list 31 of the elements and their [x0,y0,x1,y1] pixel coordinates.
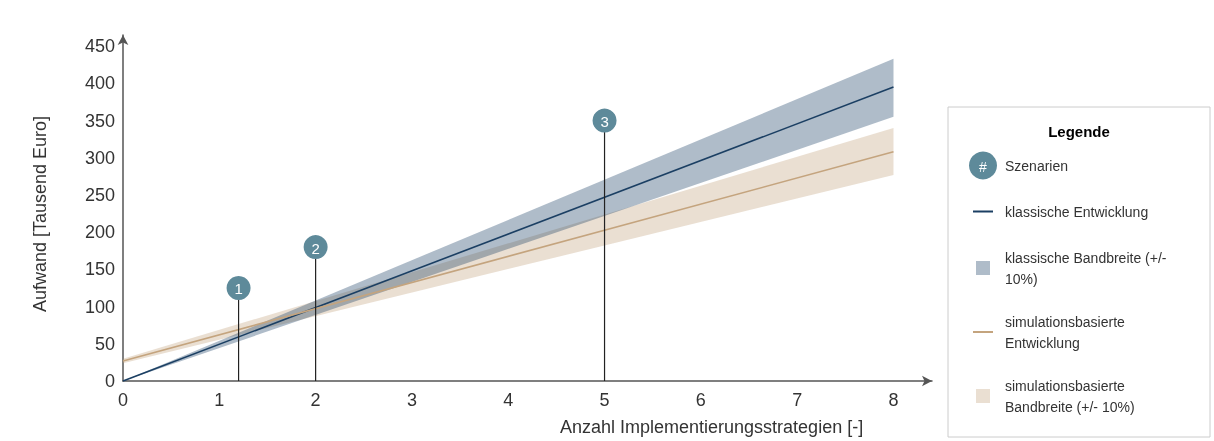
x-tick-label: 6 [695,390,706,410]
y-tick-label: 300 [84,147,115,168]
legend-label: simulationsbasierte Entwicklung [1005,313,1126,351]
x-tick-label: 8 [888,390,899,410]
y-axis-title: Aufwand [Tausend Euro] [30,115,50,313]
y-tick-label: 150 [84,259,115,280]
legend-title: Legende [1048,122,1110,140]
y-tick-label: 50 [94,333,115,354]
x-tick-label: 7 [792,390,803,410]
legend-label: Szenarien [1005,157,1069,174]
text: klassische Bandbreite (+/- 10%) [1005,249,1167,287]
y-tick-label: 450 [84,36,115,57]
x-tick-label: 2 [310,390,321,410]
x-tick-label: 4 [503,390,514,410]
annotation: 1 [234,280,243,298]
x-tick-label: 5 [599,390,610,410]
y-tick-label: 0 [104,371,115,391]
annotation: 3 [600,113,609,131]
text: simulationsbasierte Bandbreite (+/- 10%) [1005,377,1135,415]
annotation: 2 [311,239,320,257]
x-tick-label: 1 [214,390,225,410]
y-tick-label: 200 [84,222,115,243]
legend-label: klassische Entwicklung [1005,203,1149,220]
y-tick-label: 400 [84,73,115,94]
x-tick-label: 3 [406,390,417,410]
x-axis-title: Anzahl Implementierungsstrategien [-] [560,417,864,437]
text: # [979,158,988,175]
y-tick-label: 250 [84,184,115,205]
y-tick-label: 350 [84,110,115,131]
y-tick-label: 100 [84,296,115,317]
x-tick-label: 0 [117,390,129,410]
